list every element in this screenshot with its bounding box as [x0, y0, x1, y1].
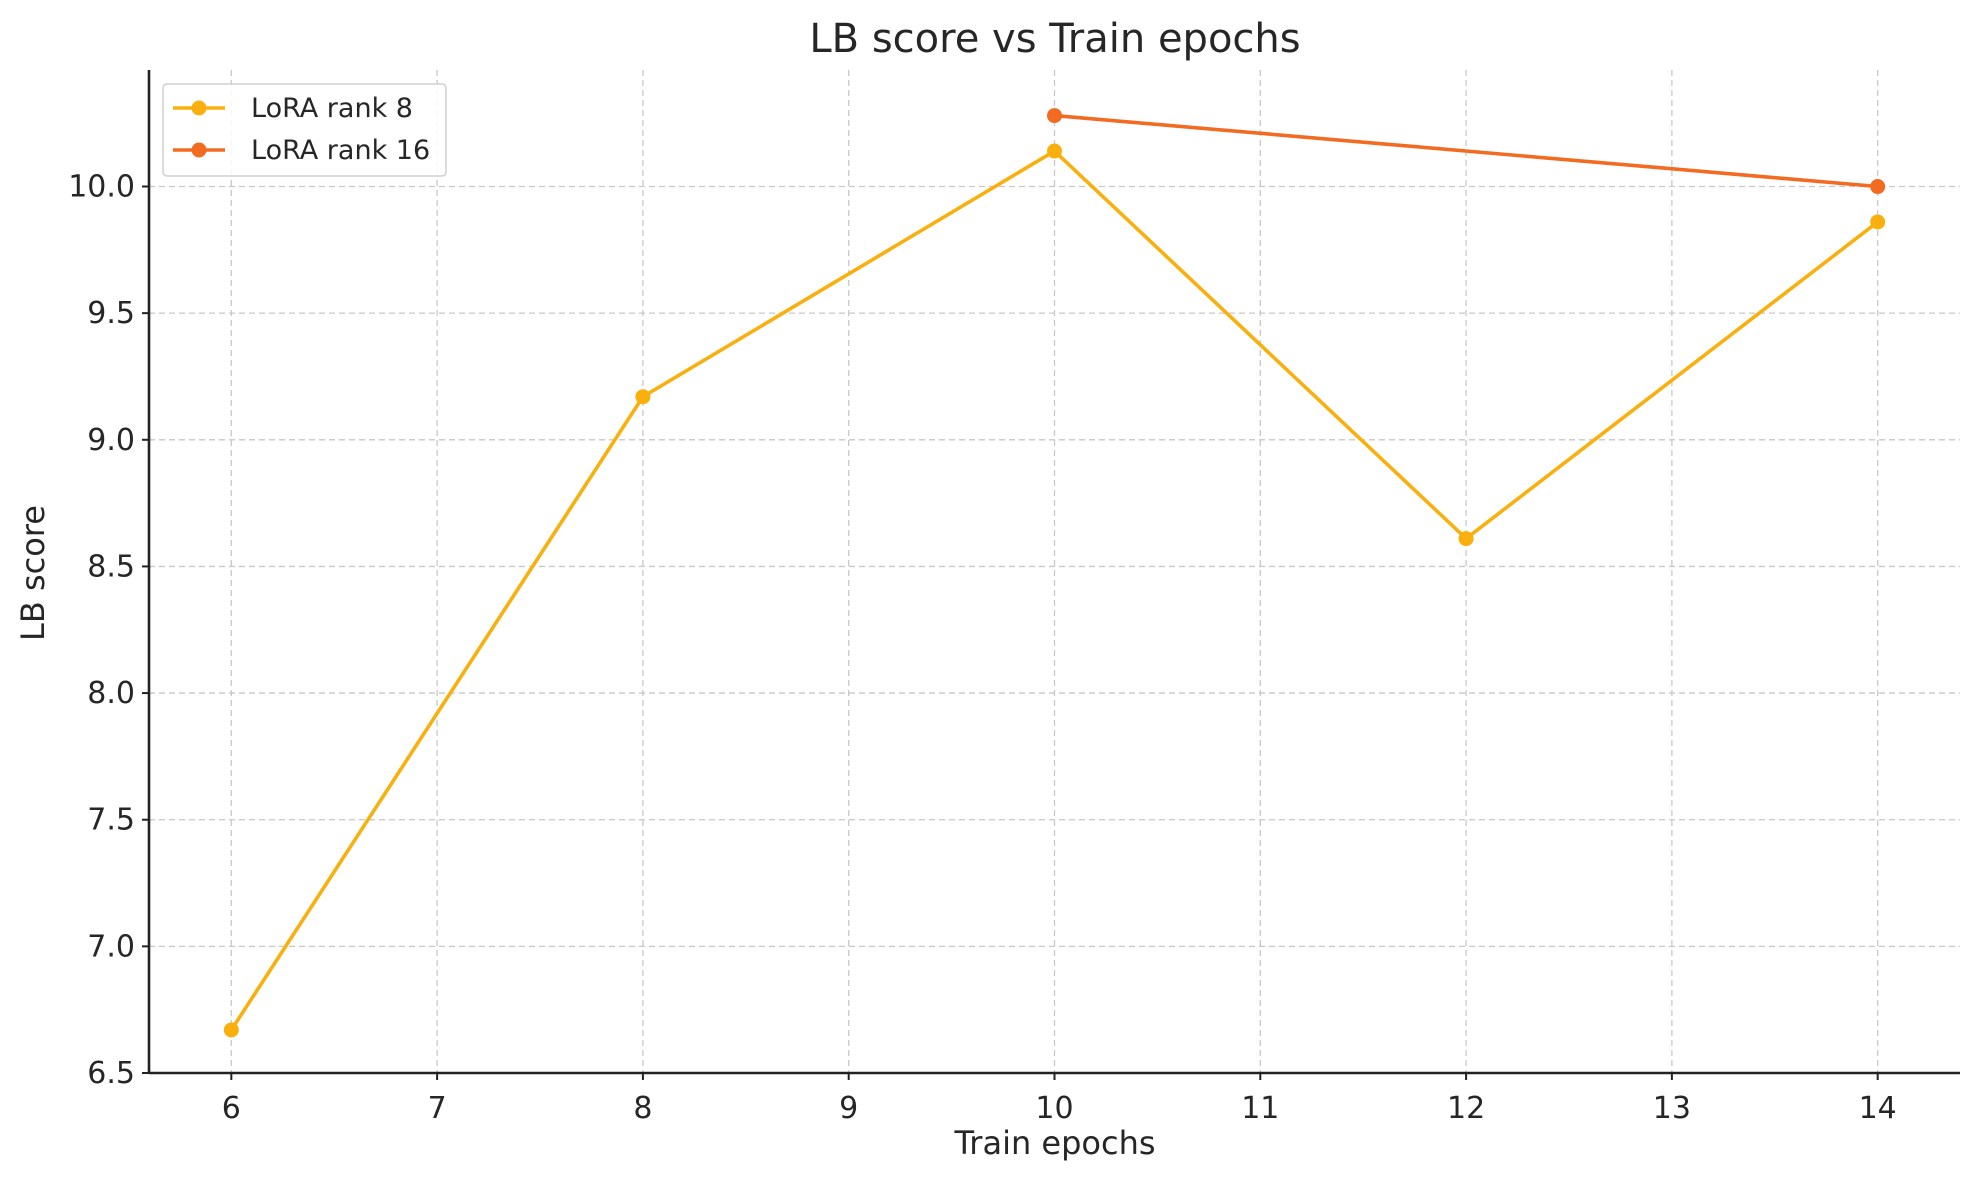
series-1	[223, 143, 1886, 1038]
y-tick-label: 7.5	[87, 803, 135, 838]
legend-label: LoRA rank 16	[251, 135, 430, 166]
x-tick-label: 7	[428, 1091, 447, 1126]
legend-item[interactable]: LoRA rank 8	[173, 93, 413, 124]
data-series	[223, 108, 1886, 1038]
grid	[149, 70, 1960, 1074]
x-tick-label: 12	[1447, 1091, 1485, 1126]
data-point[interactable]	[1047, 143, 1062, 159]
tick-labels: 6 7 8 9 10 11 12 13 14 6.5 7.0 7.5 8.0 8.5 9.0 9.5 10.0	[68, 170, 1897, 1126]
y-tick-label: 8.0	[87, 676, 135, 711]
data-point[interactable]	[1458, 531, 1474, 547]
y-tick-label: 10.0	[68, 170, 135, 205]
x-tick-label: 6	[222, 1091, 241, 1126]
x-tick-label: 13	[1653, 1091, 1691, 1126]
y-tick-label: 9.5	[87, 296, 135, 331]
legend-item[interactable]: LoRA rank 16	[173, 135, 430, 166]
x-tick-label: 14	[1859, 1091, 1897, 1126]
y-tick-label: 8.5	[87, 549, 135, 584]
x-tick-label: 9	[839, 1091, 858, 1126]
data-point[interactable]	[1047, 108, 1062, 124]
series-line	[1054, 113, 1878, 189]
y-tick-label: 6.5	[87, 1056, 135, 1091]
legend-box	[162, 83, 447, 177]
x-tick-label: 8	[633, 1091, 652, 1126]
data-point[interactable]	[223, 1022, 239, 1038]
x-tick-label: 11	[1241, 1091, 1279, 1126]
y-axis-label: LB score	[14, 505, 52, 641]
y-tick-label: 9.0	[87, 423, 135, 458]
y-tick-label: 7.0	[87, 929, 135, 964]
x-axis-label: Train epochs	[953, 1124, 1155, 1162]
legend-marker	[191, 100, 207, 116]
data-point[interactable]	[635, 389, 651, 405]
x-tick-label: 10	[1035, 1091, 1073, 1126]
chart-title: LB score vs Train epochs	[809, 16, 1300, 62]
legend-label: LoRA rank 8	[251, 93, 413, 124]
data-point[interactable]	[1870, 179, 1886, 195]
data-point[interactable]	[1870, 214, 1886, 230]
legend[interactable]: LoRA rank 8 LoRA rank 16	[162, 83, 447, 177]
series-2	[1047, 108, 1886, 195]
legend-marker	[191, 142, 207, 158]
